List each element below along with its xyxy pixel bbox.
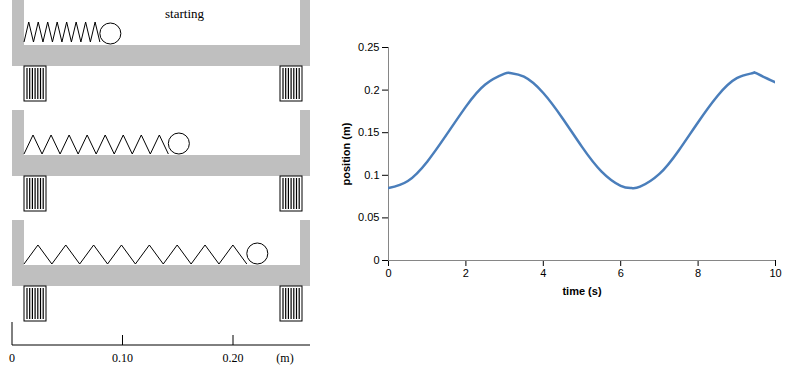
- svg-text:0: 0: [385, 267, 391, 279]
- svg-text:0: 0: [373, 254, 379, 266]
- svg-text:0.2: 0.2: [364, 84, 379, 96]
- svg-text:0.1: 0.1: [364, 169, 379, 181]
- svg-text:0.25: 0.25: [358, 41, 379, 53]
- svg-text:10: 10: [769, 267, 781, 279]
- svg-text:time (s): time (s): [562, 285, 601, 297]
- svg-text:0: 0: [9, 351, 15, 365]
- svg-text:(m): (m): [276, 351, 293, 365]
- svg-text:starting: starting: [165, 6, 204, 21]
- svg-text:0.20: 0.20: [223, 351, 244, 365]
- svg-text:2: 2: [463, 267, 469, 279]
- svg-text:0.10: 0.10: [112, 351, 133, 365]
- svg-text:0.05: 0.05: [358, 211, 379, 223]
- svg-text:position (m): position (m): [340, 122, 352, 185]
- svg-text:4: 4: [540, 267, 546, 279]
- svg-text:0.15: 0.15: [358, 126, 379, 138]
- svg-text:6: 6: [618, 267, 624, 279]
- svg-text:8: 8: [695, 267, 701, 279]
